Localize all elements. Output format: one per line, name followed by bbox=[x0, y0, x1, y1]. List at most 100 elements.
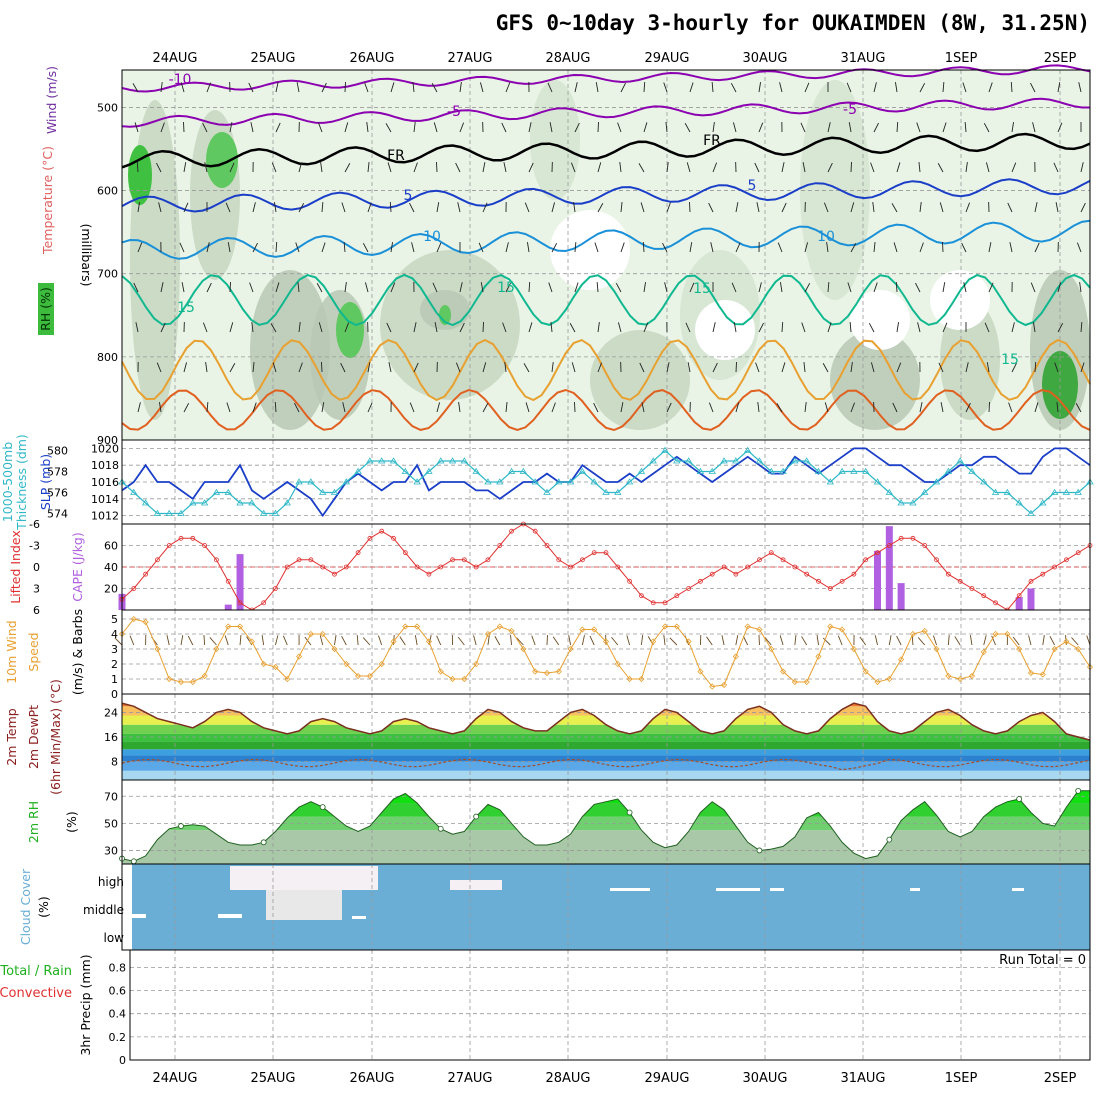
wind-barb bbox=[1030, 282, 1036, 293]
wind10-barb bbox=[239, 634, 242, 646]
cloud-label-2: (%) bbox=[36, 896, 51, 918]
isotherm-label: 15 bbox=[693, 281, 711, 297]
precip-tick: 0.4 bbox=[109, 1008, 127, 1021]
rh2m-line bbox=[119, 787, 1090, 865]
temp-band bbox=[122, 724, 1090, 734]
wind-barb bbox=[271, 162, 277, 173]
temp-ticks: 24 16 8 bbox=[104, 706, 118, 768]
wind-barb bbox=[229, 162, 235, 173]
thickness-marker bbox=[873, 478, 882, 485]
wind-barb bbox=[505, 282, 511, 293]
wind10-point bbox=[1075, 645, 1082, 653]
wind-barb bbox=[321, 82, 327, 93]
wind-barb bbox=[824, 402, 829, 413]
wind10-point bbox=[909, 630, 916, 638]
wind-barb bbox=[597, 322, 600, 333]
thickness-marker bbox=[885, 488, 894, 495]
wind-barb bbox=[409, 202, 415, 213]
wind-barb bbox=[387, 162, 392, 173]
wind-barb bbox=[781, 202, 787, 213]
lifted-index-line bbox=[119, 521, 1093, 613]
wind-barb bbox=[183, 362, 188, 373]
lifted-index-point bbox=[709, 571, 715, 577]
wind-barb bbox=[643, 81, 646, 93]
wind10-barb bbox=[282, 635, 288, 646]
wind10-barb bbox=[581, 635, 585, 646]
wind10-point bbox=[992, 630, 999, 638]
wind-tick: 0 bbox=[111, 688, 118, 701]
wind-barb bbox=[965, 202, 971, 213]
wind-barb bbox=[482, 362, 487, 373]
wind-barb bbox=[756, 202, 760, 213]
cloud-gap bbox=[218, 914, 242, 918]
wind-barb bbox=[570, 162, 576, 173]
wind-barb bbox=[458, 402, 461, 413]
wind-barb bbox=[1057, 282, 1062, 293]
wind10-point bbox=[626, 675, 633, 683]
wind-barb bbox=[942, 322, 948, 333]
wind10-barb bbox=[837, 635, 843, 646]
thickness-marker bbox=[378, 457, 386, 464]
wind-tick: 4 bbox=[111, 628, 118, 641]
thickness-marker bbox=[625, 478, 634, 485]
wind10-point bbox=[638, 675, 645, 683]
date-label-bottom: 1SEP bbox=[945, 1071, 978, 1086]
wind-barb bbox=[801, 322, 806, 333]
wind-barb bbox=[275, 282, 280, 293]
lifted-index-point bbox=[780, 557, 786, 563]
thickness-marker bbox=[649, 457, 657, 464]
wind10-barb bbox=[1086, 635, 1091, 646]
temp-tick: 16 bbox=[104, 731, 118, 744]
rh-clear bbox=[695, 300, 755, 360]
lifted-index-point bbox=[190, 535, 196, 541]
wind10-point bbox=[709, 683, 716, 690]
wind10-barb bbox=[589, 635, 595, 646]
thickness-marker bbox=[401, 467, 410, 474]
wind-barb bbox=[643, 122, 648, 133]
cloud-gap bbox=[132, 914, 146, 918]
thickness-marker bbox=[212, 488, 221, 495]
wind-barb bbox=[1057, 82, 1061, 93]
cape-bar bbox=[885, 526, 893, 610]
wind-barb bbox=[249, 282, 254, 293]
wind-barb bbox=[919, 82, 926, 93]
wind-barb bbox=[873, 82, 877, 93]
wind-barb bbox=[779, 282, 783, 293]
wind-barb bbox=[297, 282, 300, 293]
rh-point bbox=[473, 813, 480, 820]
wind-barb bbox=[298, 162, 303, 173]
wind10-barb bbox=[758, 634, 760, 646]
wind-barb bbox=[252, 242, 258, 253]
wind-barb bbox=[666, 162, 669, 173]
date-label-bottom: 31AUG bbox=[840, 1071, 885, 1086]
cape-bar bbox=[1015, 597, 1023, 610]
rh2m-label-2: (%) bbox=[64, 811, 79, 833]
slp-tick-right: 1020 bbox=[91, 442, 119, 455]
wind10-barb bbox=[917, 637, 926, 646]
wind10-barb bbox=[166, 635, 170, 646]
wind-barb bbox=[482, 202, 488, 213]
wind-barb bbox=[827, 281, 830, 293]
pressure-tick: 800 bbox=[97, 351, 118, 364]
wind10-barb bbox=[473, 635, 477, 646]
rh-blob bbox=[250, 270, 330, 430]
wind-barb bbox=[872, 202, 875, 213]
wind-barb bbox=[597, 162, 602, 173]
thickness-marker bbox=[956, 457, 964, 464]
thickness-marker bbox=[850, 467, 858, 474]
lifted-index-point bbox=[757, 557, 762, 563]
thickness-marker bbox=[531, 478, 539, 485]
lifted-index-point bbox=[178, 535, 184, 541]
wind10-point bbox=[508, 627, 515, 635]
wind-barb bbox=[295, 242, 300, 253]
wind-barb bbox=[482, 162, 486, 173]
pressure-tick: 700 bbox=[97, 268, 118, 281]
thickness-marker bbox=[507, 467, 516, 474]
thickness-tick: 580 bbox=[47, 445, 68, 458]
date-label-bottom: 24AUG bbox=[152, 1071, 197, 1086]
wind10-point bbox=[414, 623, 421, 630]
wind10-barb bbox=[896, 635, 902, 646]
wind-barb bbox=[316, 283, 323, 293]
wind-barb bbox=[1011, 362, 1017, 373]
wind-barb bbox=[1076, 242, 1082, 253]
